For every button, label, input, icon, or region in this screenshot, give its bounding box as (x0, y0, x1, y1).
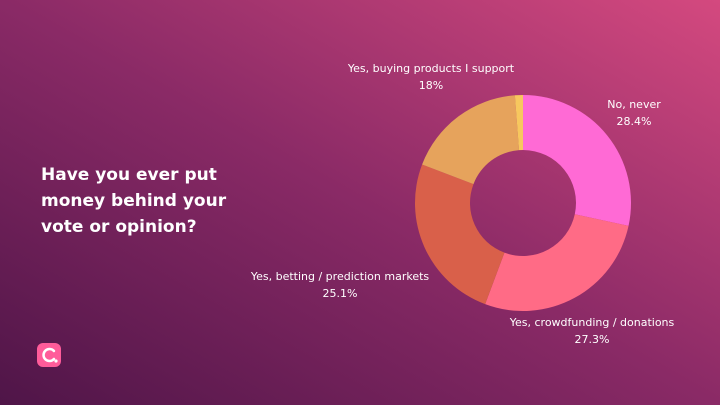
slice-value: 18% (419, 79, 443, 92)
slice (514, 95, 523, 151)
slice-label: Yes, crowdfunding / donations (509, 316, 675, 329)
slice (422, 95, 520, 185)
chart-title: Have you ever put (41, 165, 217, 185)
chart-title: vote or opinion? (41, 217, 197, 237)
slice (414, 164, 505, 305)
slice-label: No, never (607, 98, 661, 111)
logo (37, 343, 61, 367)
chart-title: money behind your (41, 191, 227, 211)
slice-label: Yes, buying products I support (347, 62, 515, 75)
slice-value: 27.3% (575, 333, 610, 346)
slice-label: Yes, betting / prediction markets (250, 270, 430, 283)
slice-value: 28.4% (617, 115, 652, 128)
slice-value: 25.1% (323, 287, 358, 300)
slice (485, 214, 629, 312)
slice (523, 95, 632, 226)
